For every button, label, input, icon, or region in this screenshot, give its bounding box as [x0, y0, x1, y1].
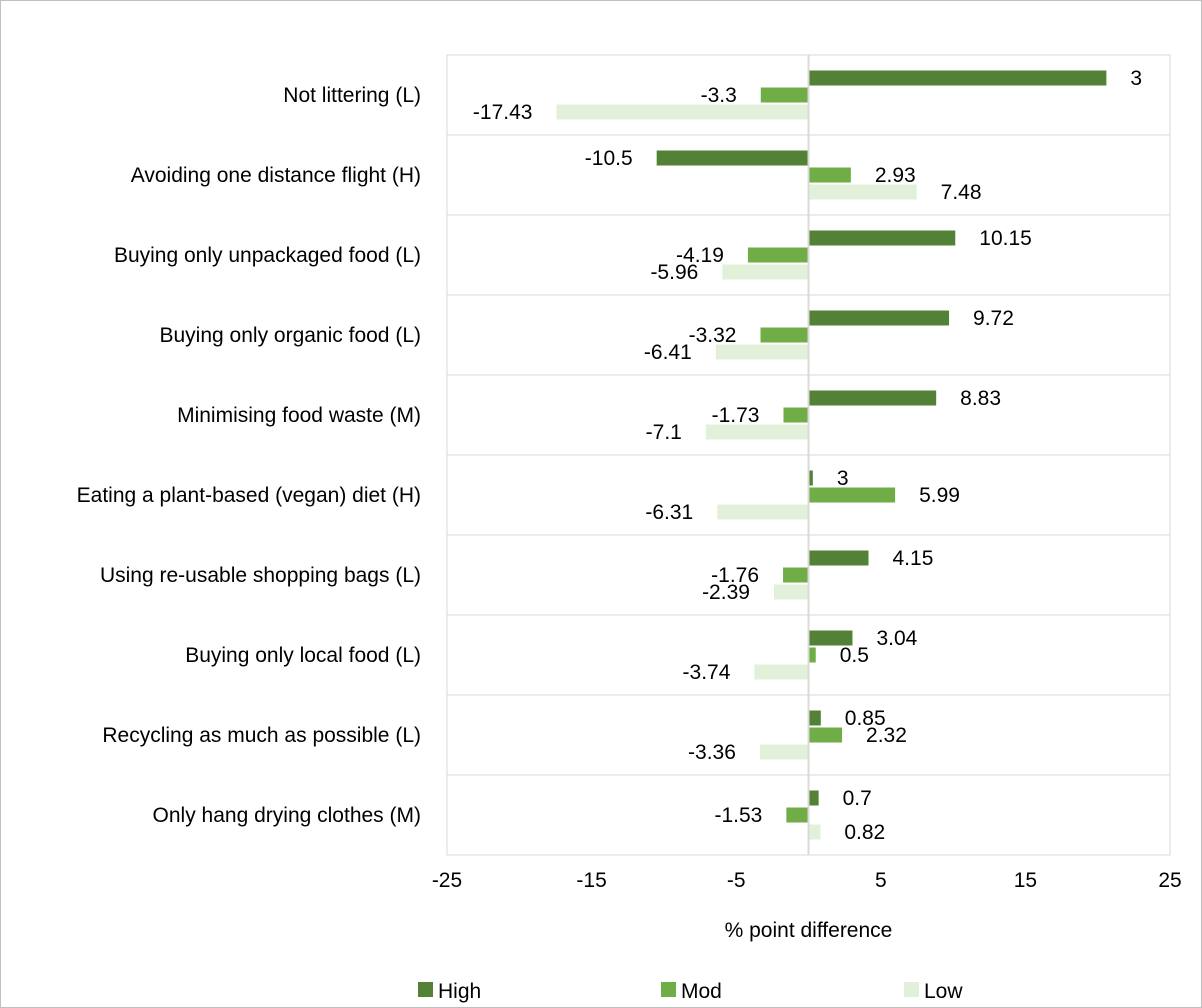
- data-label: -4.19: [676, 244, 724, 267]
- bar-high: [808, 230, 956, 246]
- data-label: 8.83: [960, 387, 1001, 410]
- bar-mod: [760, 87, 809, 103]
- category-label: Using re-usable shopping bags (L): [100, 564, 421, 587]
- legend-swatch-high: [418, 982, 433, 997]
- x-tick-label: 15: [1014, 869, 1037, 892]
- category-label: Only hang drying clothes (M): [153, 804, 421, 827]
- category-label: Recycling as much as possible (L): [102, 724, 421, 747]
- data-label: -3.36: [688, 741, 736, 764]
- bar-mod: [808, 167, 851, 183]
- data-label: 5.99: [919, 484, 960, 507]
- data-label: -1.73: [712, 404, 760, 427]
- data-label: -1.53: [715, 804, 763, 827]
- legend-label-high: High: [438, 980, 481, 1003]
- bar-mod: [808, 487, 896, 503]
- legend-label-low: Low: [924, 980, 963, 1003]
- data-label: 2.32: [866, 724, 907, 747]
- data-label: 10.15: [979, 227, 1032, 250]
- bar-high: [808, 470, 813, 486]
- data-label: -5.96: [650, 261, 698, 284]
- data-label: -3.32: [689, 324, 737, 347]
- bar-low: [759, 744, 809, 760]
- legend-swatch-low: [904, 982, 919, 997]
- x-tick-label: -25: [432, 869, 462, 892]
- bar-low: [705, 424, 809, 440]
- data-label: -3.74: [683, 661, 731, 684]
- data-label: 0.85: [845, 707, 886, 730]
- bar-low: [722, 264, 809, 280]
- data-label: 3: [837, 467, 849, 490]
- legend-label-mod: Mod: [681, 980, 722, 1003]
- data-label: 0.7: [843, 787, 872, 810]
- bar-mod: [760, 327, 809, 343]
- category-label: Buying only unpackaged food (L): [114, 244, 421, 267]
- category-label: Eating a plant-based (vegan) diet (H): [77, 484, 421, 507]
- bar-mod: [786, 807, 809, 823]
- data-label: -17.43: [473, 101, 533, 124]
- category-label: Avoiding one distance flight (H): [131, 164, 421, 187]
- bar-high: [808, 550, 869, 566]
- bar-high: [808, 790, 819, 806]
- data-label: 4.15: [893, 547, 934, 570]
- x-tick-label: 5: [875, 869, 887, 892]
- bar-high: [808, 710, 821, 726]
- x-tick-label: 25: [1158, 869, 1181, 892]
- data-label: 3: [1130, 67, 1142, 90]
- bar-low: [754, 664, 809, 680]
- bar-high: [656, 150, 809, 166]
- x-tick-label: -5: [727, 869, 746, 892]
- bar-mod: [808, 647, 816, 663]
- x-axis-title: % point difference: [725, 919, 893, 942]
- data-label: -7.1: [646, 421, 682, 444]
- data-label: 2.93: [875, 164, 916, 187]
- data-label: -3.3: [701, 84, 737, 107]
- category-label: Buying only organic food (L): [160, 324, 422, 347]
- bar-low: [717, 504, 809, 520]
- data-label: 0.5: [840, 644, 869, 667]
- data-label: -6.31: [645, 501, 693, 524]
- bar-high: [808, 70, 1107, 86]
- bar-mod: [747, 247, 809, 263]
- category-label: Minimising food waste (M): [177, 404, 421, 427]
- bar-high: [808, 310, 950, 326]
- x-tick-label: -15: [576, 869, 606, 892]
- data-label: -10.5: [585, 147, 633, 170]
- bar-mod: [783, 407, 809, 423]
- data-label: -6.41: [644, 341, 692, 364]
- data-label: 7.48: [941, 181, 982, 204]
- bar-high: [808, 630, 853, 646]
- bar-low: [808, 184, 917, 200]
- bar-low: [773, 584, 809, 600]
- bar-high: [808, 390, 937, 406]
- data-label: -2.39: [702, 581, 750, 604]
- data-label: 3.04: [876, 627, 917, 650]
- bar-mod: [783, 567, 809, 583]
- category-label: Not littering (L): [283, 84, 421, 107]
- data-label: -1.76: [711, 564, 759, 587]
- bar-low: [808, 824, 821, 840]
- data-label: 0.82: [844, 821, 885, 844]
- category-label: Buying only local food (L): [185, 644, 421, 667]
- bar-low: [556, 104, 809, 120]
- data-label: 9.72: [973, 307, 1014, 330]
- legend-swatch-mod: [661, 982, 676, 997]
- bar-mod: [808, 727, 843, 743]
- bar-low: [715, 344, 809, 360]
